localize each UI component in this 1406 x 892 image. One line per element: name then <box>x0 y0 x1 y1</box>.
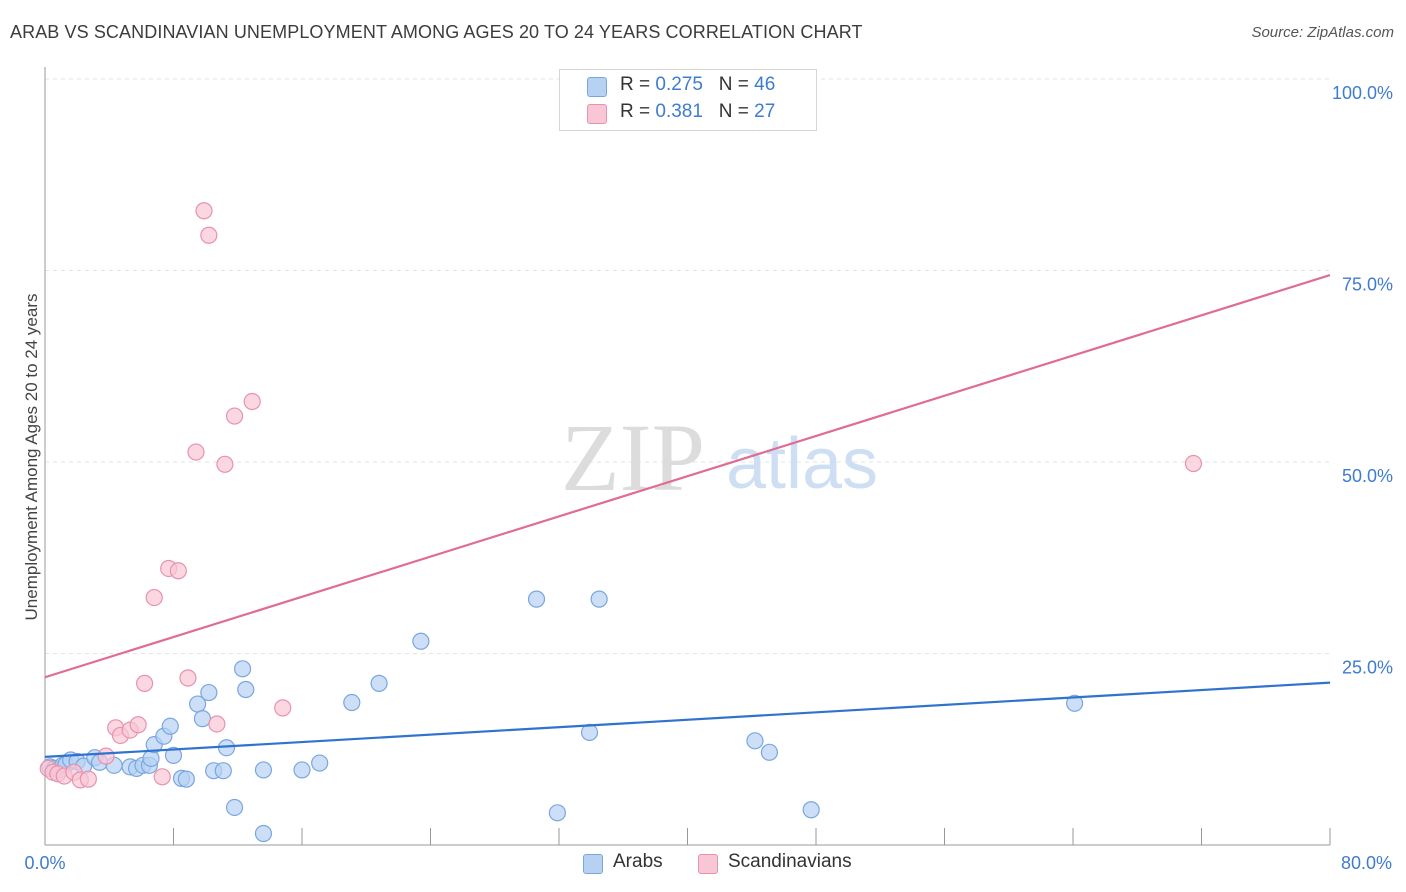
arabs-point <box>254 761 273 779</box>
scandinavians-point <box>195 202 213 220</box>
scatter-points <box>39 202 1203 843</box>
axes <box>44 67 1331 846</box>
scandinavians-point <box>179 669 197 687</box>
scandinavians-point <box>274 699 292 717</box>
arabs-point <box>370 674 388 692</box>
arabs-point <box>760 743 779 761</box>
arabs-point <box>527 590 546 608</box>
scandinavians-point <box>153 768 171 786</box>
watermark-atlas: atlas <box>726 424 878 504</box>
scandinavians-point <box>1184 454 1203 473</box>
arabs-legend-swatch <box>583 854 603 874</box>
arabs-n-label: N = <box>718 74 755 95</box>
arabs-point <box>1066 694 1084 712</box>
scandinavians-point <box>145 588 163 607</box>
arabs-legend-label: Arabs <box>613 851 663 872</box>
arabs-point <box>177 770 195 788</box>
arabs-point <box>200 683 218 702</box>
scandinavians-point <box>187 443 205 461</box>
scandinavians-point <box>225 407 244 425</box>
y-tick-label: 50.0% <box>1342 466 1393 486</box>
arabs-point <box>590 590 608 608</box>
x-tick-label-max: 80.0% <box>1341 853 1392 873</box>
scandinavians-point <box>129 716 147 734</box>
arabs-point <box>237 680 255 699</box>
scand-r-value: 0.381 <box>655 101 703 122</box>
watermark-zip: ZIP <box>561 404 705 511</box>
scandinavians-point <box>169 562 187 580</box>
arabs-r-label: R = <box>620 74 656 95</box>
y-tick-label: 25.0% <box>1342 658 1393 678</box>
arabs-point <box>293 761 311 779</box>
arabs-point <box>548 804 566 822</box>
scandinavians-legend-swatch <box>698 854 718 874</box>
tick-labels: 25.0% 50.0% 75.0% 100.0% 0.0% 80.0% <box>24 83 1393 873</box>
grid-lines <box>45 78 1330 654</box>
scandinavians-point <box>208 715 226 733</box>
arabs-point <box>233 660 252 678</box>
y-axis-label: Unemployment Among Ages 20 to 24 years <box>22 294 41 621</box>
scandinavians-point <box>97 747 115 765</box>
scand-n-label: N = <box>718 101 755 122</box>
scandinavians-point <box>243 392 261 411</box>
arabs-point <box>193 710 212 728</box>
y-tick-label: 100.0% <box>1332 83 1393 103</box>
arabs-point <box>746 732 764 750</box>
x-tick-label-min: 0.0% <box>24 853 65 873</box>
scandinavians-trend-line <box>44 274 1331 679</box>
source-label: Source: ZipAtlas.com <box>1251 24 1394 41</box>
scandinavians-legend-label: Scandinavians <box>728 851 852 872</box>
scand-n-value: 27 <box>754 101 776 122</box>
scandinavians-point <box>200 226 218 244</box>
correlation-legend: R = 0.275 N = 46 R = 0.381 N = 27 <box>559 69 817 131</box>
scandinavians-point <box>79 770 97 788</box>
chart-title: ARAB VS SCANDINAVIAN UNEMPLOYMENT AMONG … <box>10 22 863 42</box>
arabs-point <box>225 798 244 817</box>
scandinavians-swatch <box>587 104 607 124</box>
scand-r-label: R = <box>620 101 656 122</box>
arabs-point <box>164 746 183 764</box>
scandinavians-point <box>135 674 154 692</box>
arabs-swatch <box>587 77 607 97</box>
arabs-trend-line <box>44 681 1331 759</box>
scandinavians-point <box>216 455 234 473</box>
arabs-point <box>343 693 361 712</box>
arabs-point <box>254 824 273 843</box>
y-tick-label: 75.0% <box>1342 275 1393 295</box>
arabs-point <box>311 754 329 772</box>
arabs-r-value: 0.275 <box>655 74 703 95</box>
arabs-point <box>412 632 430 650</box>
arabs-point <box>161 717 179 735</box>
trend-lines <box>44 274 1331 759</box>
arabs-point <box>802 801 820 819</box>
arabs-n-value: 46 <box>754 74 776 95</box>
arabs-point <box>214 762 232 780</box>
